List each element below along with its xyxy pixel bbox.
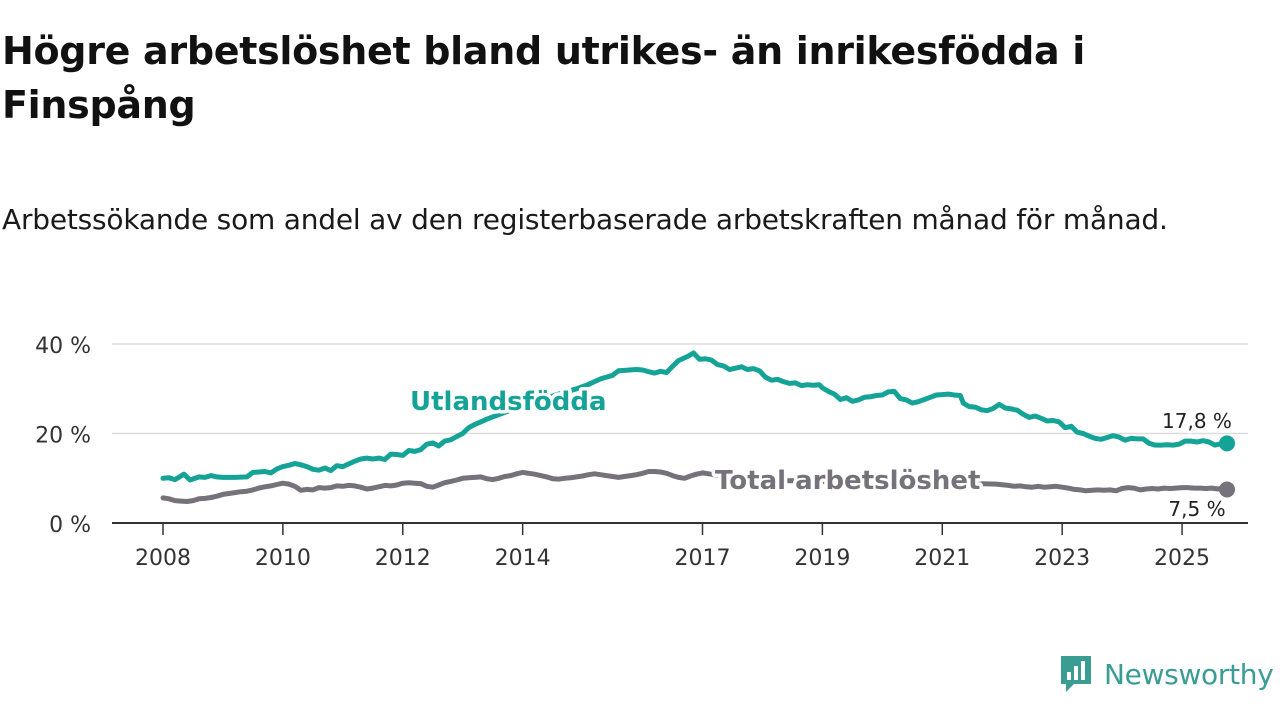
x-tick-label: 2012 (375, 546, 431, 571)
end-label-total: 7,5 % (1168, 497, 1225, 521)
line-chart: 0 % 20 % 40 % 2008 2010 2012 2014 2017 2019 2021 2… (35, 334, 1248, 571)
x-tick-label: 2025 (1154, 546, 1210, 571)
chart-subtitle: Arbetssökande som andel av den registerb… (2, 203, 1168, 236)
series-layer (160, 350, 1236, 504)
newsworthy-logo-icon (1061, 656, 1091, 692)
series-line-total (160, 469, 1230, 504)
x-tick-label: 2008 (135, 546, 191, 571)
y-tick-label: 0 % (49, 513, 91, 538)
chart-title: Högre arbetslöshet bland utrikes- än inr… (2, 29, 1085, 127)
x-tick-label: 2021 (914, 546, 970, 571)
series-end-marker (1219, 435, 1236, 452)
x-tick-label: 2014 (495, 546, 551, 571)
series-label-total: Total arbetslöshet (715, 466, 980, 496)
end-label-total-halo: 7,5 % (1168, 497, 1225, 521)
x-tick-label: 2017 (675, 546, 731, 571)
axis-layer: 0 % 20 % 40 % 2008 2010 2012 2014 2017 2019 2021 2… (35, 334, 1248, 571)
x-tick-label: 2019 (794, 546, 850, 571)
newsworthy-logo: Newsworthy (1058, 654, 1274, 694)
x-tick-label: 2023 (1034, 546, 1090, 571)
x-tick-label: 2010 (255, 546, 311, 571)
series-line-utlandsfodda (160, 350, 1230, 483)
end-label-utlandsfodda: 17,8 % (1162, 409, 1232, 433)
end-label-utlandsfodda-halo: 17,8 % (1162, 409, 1232, 433)
y-tick-label: 20 % (35, 424, 91, 449)
series-label-utlandsfodda-halo: Utlandsfödda (410, 387, 607, 417)
series-end-marker (1219, 481, 1236, 498)
newsworthy-logo-text: Newsworthy (1104, 657, 1274, 691)
y-tick-label: 40 % (35, 334, 91, 359)
grid-layer (112, 343, 1248, 435)
series-label-utlandsfodda: Utlandsfödda (410, 387, 607, 417)
series-label-total-halo: Total arbetslöshet (715, 466, 980, 496)
